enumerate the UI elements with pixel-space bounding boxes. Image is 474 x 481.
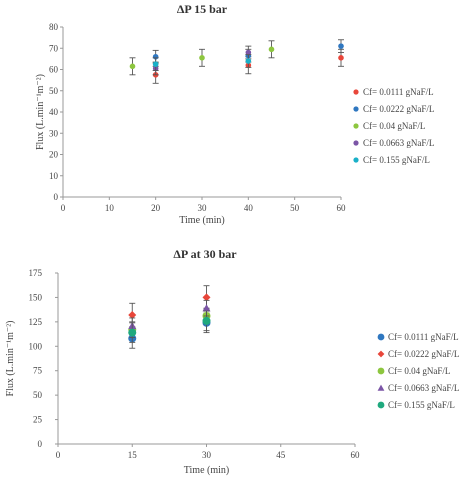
chart-1-y-tick-label: 75	[33, 366, 43, 376]
chart-0-legend-marker	[353, 89, 359, 95]
chart-0-x-tick-label: 60	[337, 203, 347, 213]
chart-0-data-point	[245, 49, 252, 56]
chart-0-legend-label: Cf= 0.0111 gNaF/L	[363, 87, 434, 97]
chart-0-data-point	[338, 55, 344, 61]
chart-0-data-point	[268, 46, 275, 53]
chart-0-y-tick-label: 10	[49, 171, 59, 181]
chart-1: ΔP at 30 bar 0 15 30 45 60 0 25 50 75 100 125 150 175…	[5, 247, 459, 476]
chart-0-legend-label: Cf= 0.0663 gNaF/L	[363, 138, 434, 148]
chart-0-y-tick-label: 80	[49, 22, 59, 32]
chart-1-x-tick-label: 30	[202, 450, 212, 460]
chart-0-y-axis-title: Flux (L.min⁻¹m⁻²)	[35, 74, 46, 150]
chart-0-x-tick-label: 50	[290, 203, 300, 213]
chart-0-x-tick-label: 30	[198, 203, 208, 213]
chart-1-legend-marker	[377, 384, 385, 391]
chart-0-y-tick-label: 20	[49, 150, 59, 160]
chart-0-legend-marker	[353, 106, 359, 112]
chart-1-x-axis-title: Time (min)	[184, 465, 229, 476]
chart-1-data-point	[128, 328, 137, 337]
chart-1-x-tick-label: 0	[56, 450, 61, 460]
chart-1-data-point	[128, 311, 137, 320]
chart-0-y-tick-label: 70	[49, 43, 59, 53]
chart-1-y-tick-label: 150	[29, 292, 43, 302]
chart-1-legend-label: Cf= 0.0111 gNaF/L	[388, 332, 459, 342]
chart-0-legend-label: Cf= 0.04 gNaF/L	[363, 121, 425, 131]
chart-1-y-axis-title: Flux (L.min⁻¹m⁻²)	[5, 321, 16, 397]
chart-1-legend-label: Cf= 0.155 gNaF/L	[388, 400, 455, 410]
chart-1-y-tick-label: 0	[38, 439, 43, 449]
chart-0-y-tick-label: 50	[49, 86, 59, 96]
chart-0: ΔP 15 bar 0 10 20 30 40 50 60 0 10 20 30 40 50 60 70 80 T…	[35, 2, 434, 226]
chart-0-y-tick-label: 30	[49, 128, 59, 138]
chart-0-data-point	[338, 43, 344, 49]
chart-0-x-tick-label: 20	[151, 203, 161, 213]
chart-1-legend-label: Cf= 0.0222 gNaF/L	[388, 349, 459, 359]
chart-1-data-point	[202, 304, 211, 312]
chart-0-x-tick-label: 10	[105, 203, 115, 213]
chart-0-data-point	[199, 55, 205, 61]
chart-0-legend-marker	[353, 157, 359, 163]
chart-1-legend-marker	[377, 350, 385, 358]
chart-0-y-tick-label: 0	[54, 192, 59, 202]
chart-1-y-tick-label: 25	[33, 415, 43, 425]
chart-1-legend-marker	[377, 367, 385, 375]
chart-0-y-tick-label: 40	[49, 107, 59, 117]
chart-0-y-tick-label: 60	[49, 65, 59, 75]
chart-0-data-point	[152, 61, 159, 67]
chart-0-title: ΔP 15 bar	[177, 2, 228, 16]
chart-1-x-tick-label: 60	[351, 450, 361, 460]
chart-0-x-tick-label: 0	[61, 203, 66, 213]
chart-1-x-tick-label: 15	[128, 450, 138, 460]
chart-1-y-tick-label: 50	[33, 390, 43, 400]
chart-1-legend-label: Cf= 0.0663 gNaF/L	[388, 383, 459, 393]
chart-1-y-tick-label: 100	[29, 341, 43, 351]
chart-1-y-tick-label: 125	[29, 317, 43, 327]
chart-0-legend-label: Cf= 0.155 gNaF/L	[363, 155, 430, 165]
chart-1-data-point	[202, 316, 211, 325]
chart-1-legend-marker	[377, 401, 385, 409]
chart-0-x-tick-label: 40	[244, 203, 254, 213]
chart-0-data-point	[245, 58, 252, 64]
chart-1-legend-marker	[377, 333, 385, 341]
chart-0-legend-marker	[353, 140, 359, 146]
chart-0-data-point	[129, 63, 136, 70]
chart-1-title: ΔP at 30 bar	[173, 247, 237, 261]
chart-0-x-axis-title: Time (min)	[179, 215, 224, 226]
chart-0-legend-label: Cf= 0.0222 gNaF/L	[363, 104, 434, 114]
chart-1-x-tick-label: 45	[276, 450, 286, 460]
chart-1-legend-label: Cf= 0.04 gNaF/L	[388, 366, 450, 376]
chart-0-legend-marker	[353, 123, 359, 129]
chart-1-data-point	[202, 293, 211, 302]
chart-1-y-tick-label: 175	[29, 268, 43, 278]
